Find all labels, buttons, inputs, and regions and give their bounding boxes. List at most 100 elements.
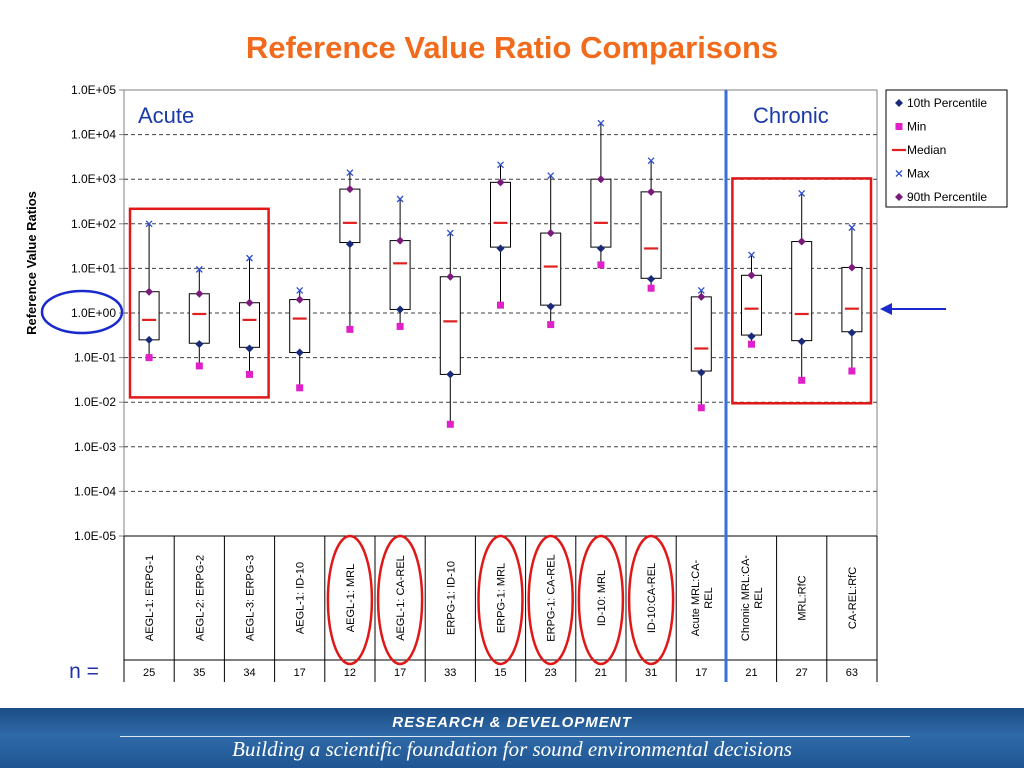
p10-mark	[446, 370, 455, 379]
legend-item: Median	[892, 143, 946, 157]
footer-banner: RESEARCH & DEVELOPMENT Building a scient…	[0, 708, 1024, 768]
max-mark	[246, 254, 253, 262]
legend-p90-icon	[895, 193, 903, 201]
box-3	[239, 254, 260, 378]
n-value: 21	[595, 667, 607, 679]
box-4	[289, 287, 311, 392]
max-mark	[798, 189, 806, 197]
max-mark	[145, 220, 153, 228]
category-label-line: ERPG-1: MRL	[496, 563, 508, 633]
min-mark	[195, 362, 203, 370]
max-mark	[296, 287, 304, 294]
p90-mark	[647, 187, 656, 196]
footer-divider	[120, 736, 910, 737]
n-value: 17	[394, 667, 406, 679]
n-value: 23	[545, 667, 557, 679]
p10-mark	[245, 344, 254, 353]
category-label-line: AEGL-1: CA-REL	[395, 555, 407, 641]
min-mark	[296, 384, 304, 392]
p90-mark	[195, 289, 204, 298]
legend-item: 10th Percentile	[895, 96, 987, 110]
y-tick-label: 1.0E-03	[74, 440, 116, 454]
p10-mark	[295, 348, 304, 357]
n-value: 15	[494, 667, 506, 679]
box-body	[138, 291, 160, 341]
legend-label: Min	[907, 120, 926, 134]
category-circle	[376, 534, 424, 666]
legend-item: Min	[895, 120, 926, 134]
box-2	[188, 265, 210, 370]
legend-box	[885, 89, 1008, 208]
y-tick-label: 1.0E+05	[71, 83, 116, 97]
category-label: Acute MRL:CA-REL	[690, 559, 715, 636]
p10-mark	[345, 240, 354, 249]
p90-mark	[847, 263, 856, 272]
category-label-line: REL	[703, 587, 715, 608]
y-tick-label: 1.0E-04	[74, 484, 116, 498]
grid	[119, 89, 878, 537]
box-body	[389, 240, 411, 310]
category-label-line: REL	[753, 587, 765, 608]
box-14	[791, 189, 813, 384]
min-mark	[396, 322, 404, 330]
p90-mark	[797, 237, 806, 246]
footer-tagline: Building a scientific foundation for sou…	[232, 737, 792, 761]
box-body	[841, 266, 863, 333]
legend-p10-icon	[895, 99, 903, 107]
max-mark	[748, 251, 755, 259]
box-11	[640, 157, 662, 292]
category-label: ERPG-1: ID-10	[445, 561, 457, 635]
pointer-arrow-head	[880, 303, 892, 315]
n-value: 25	[143, 667, 155, 679]
n-value: 33	[444, 667, 456, 679]
y-tick-label: 1.0E+03	[71, 172, 116, 186]
box-15	[841, 224, 863, 375]
box-6	[389, 195, 411, 330]
p10-mark	[546, 302, 555, 311]
min-mark	[798, 376, 806, 384]
legend-label: Median	[907, 143, 946, 157]
category-label-line: ERPG-1: ID-10	[445, 561, 457, 635]
n-value: 21	[745, 667, 757, 679]
y-tick-labels: 1.0E-05 1.0E-04 1.0E-03 1.0E-02 1.0E-01 1.0E+…	[24, 83, 116, 543]
box-body	[690, 296, 712, 372]
p10-mark	[145, 335, 154, 344]
p10-mark	[847, 328, 856, 337]
category-circle	[577, 534, 625, 666]
max-mark	[346, 169, 354, 177]
box-body	[339, 188, 361, 244]
category-label: AEGL-1: MRL	[345, 564, 357, 632]
y-tick-label: 1.0E-05	[74, 529, 116, 543]
p90-mark	[596, 175, 605, 184]
box-series	[138, 119, 863, 428]
category-label-line: AEGL-1: MRL	[345, 564, 357, 632]
chronic-label: Chronic	[753, 103, 829, 128]
min-mark	[346, 325, 354, 333]
box-plot-chart: 1.0E-05 1.0E-04 1.0E-03 1.0E-02 1.0E-01 1.0E+…	[24, 83, 1008, 683]
p10-mark	[747, 332, 756, 341]
n-value: 17	[294, 667, 306, 679]
legend-label: Max	[907, 167, 930, 181]
p10-mark	[396, 305, 405, 314]
legend-label: 10th Percentile	[907, 96, 987, 110]
p90-mark	[396, 236, 405, 245]
category-label: AEGL-1: CA-REL	[395, 555, 407, 641]
category-label: ERPG-1: CA-REL	[546, 554, 558, 641]
category-label-line: Acute MRL:CA-	[690, 559, 702, 636]
category-label-line: ID-10:CA-REL	[646, 563, 658, 633]
min-mark	[497, 301, 504, 309]
category-label-line: AEGL-2: ERPG-2	[194, 555, 206, 641]
n-value: 35	[193, 667, 205, 679]
box-8	[490, 161, 511, 309]
min-mark	[446, 420, 454, 428]
category-circle	[627, 534, 675, 666]
n-label: n =	[69, 660, 99, 683]
p90-mark	[496, 178, 505, 187]
acute-label: Acute	[138, 103, 194, 128]
p90-mark	[446, 272, 455, 281]
max-mark	[446, 229, 454, 237]
category-label-line: ERPG-1: CA-REL	[546, 554, 558, 641]
max-mark	[848, 224, 856, 232]
category-table: AEGL-1: ERPG-1 25 AEGL-2: ERPG-2 35 AEGL-3: …	[69, 535, 878, 683]
legend-min-icon	[895, 123, 903, 130]
